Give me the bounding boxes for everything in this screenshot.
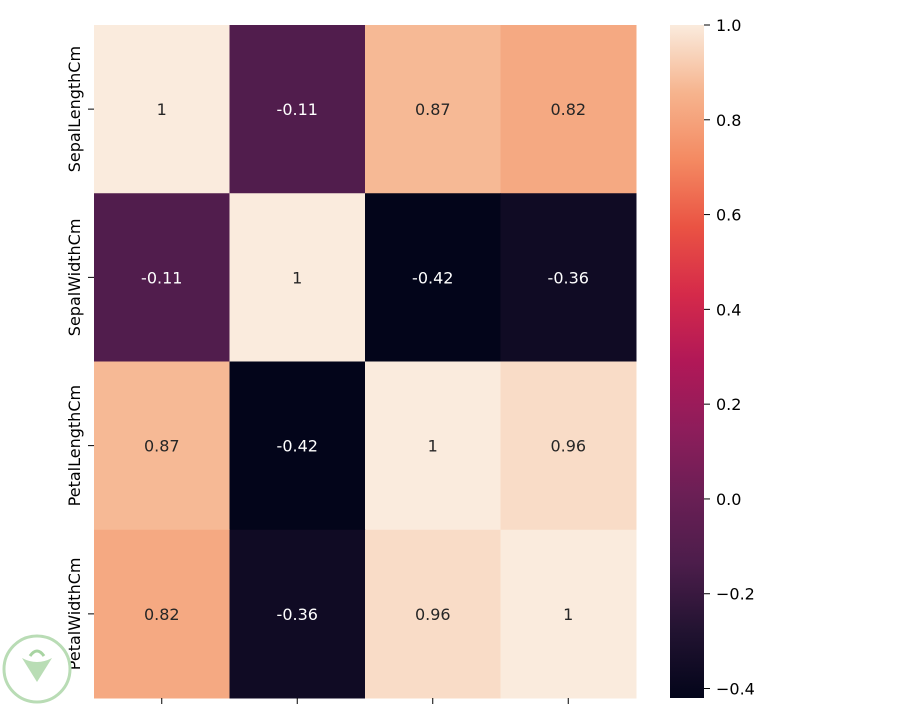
y-tick-label: SepalLengthCm bbox=[65, 46, 84, 172]
cell-value-label: 0.96 bbox=[415, 605, 451, 624]
heatmap-cell bbox=[500, 529, 637, 699]
cell-value-label: -0.42 bbox=[277, 437, 318, 456]
x-axis bbox=[161, 698, 569, 704]
y-tick-label: SepalWidthCm bbox=[65, 219, 84, 337]
logo-watermark bbox=[2, 634, 72, 704]
colorbar-tick-label: −0.2 bbox=[716, 585, 755, 604]
cell-value-label: 1 bbox=[157, 100, 167, 119]
heatmap-cell bbox=[94, 361, 230, 531]
y-axis: SepalLengthCm SepalWidthCm PetalLengthCm Pe… bbox=[65, 46, 94, 670]
cell-value-label: 0.87 bbox=[144, 437, 180, 456]
heatmap-cells bbox=[94, 25, 637, 699]
heatmap-cell bbox=[229, 529, 366, 699]
colorbar-gradient bbox=[670, 25, 704, 698]
colorbar-tick-label: 0.4 bbox=[716, 300, 741, 319]
heatmap-cell bbox=[500, 361, 637, 531]
heatmap-cell bbox=[365, 193, 501, 362]
cell-value-label: 1 bbox=[563, 605, 573, 624]
heatmap-cell bbox=[94, 25, 230, 194]
heatmap-cell bbox=[365, 25, 501, 194]
cell-value-label: 0.82 bbox=[550, 100, 586, 119]
heatmap-cell bbox=[229, 193, 366, 362]
heatmap-cell-labels: 1 -0.11 0.87 0.82 -0.11 1 -0.42 -0.36 0.87 -0.42 1… bbox=[141, 100, 589, 624]
cell-value-label: -0.42 bbox=[412, 268, 453, 287]
cell-value-label: 0.96 bbox=[550, 437, 586, 456]
y-tick-label: PetalLengthCm bbox=[65, 385, 84, 506]
cell-value-label: 1 bbox=[428, 437, 438, 456]
colorbar-tick-label: 0.8 bbox=[716, 111, 741, 130]
heatmap-cell bbox=[229, 25, 366, 194]
cell-value-label: -0.36 bbox=[548, 268, 589, 287]
cell-value-label: 0.87 bbox=[415, 100, 451, 119]
cell-value-label: 1 bbox=[292, 268, 302, 287]
heatmap-cell bbox=[94, 529, 230, 699]
cell-value-label: 0.82 bbox=[144, 605, 180, 624]
colorbar-tick-label: −0.4 bbox=[716, 680, 755, 699]
colorbar-tick-label: 0.2 bbox=[716, 395, 741, 414]
colorbar: 1.0 0.8 0.6 0.4 0.2 0.0 −0.2 −0.4 bbox=[670, 16, 755, 699]
heatmap-cell bbox=[365, 361, 501, 531]
cell-value-label: -0.11 bbox=[277, 100, 318, 119]
colorbar-tick-label: 0.0 bbox=[716, 490, 741, 509]
cell-value-label: -0.36 bbox=[277, 605, 318, 624]
cell-value-label: -0.11 bbox=[141, 268, 182, 287]
colorbar-tick-label: 0.6 bbox=[716, 206, 741, 225]
heatmap-cell bbox=[500, 25, 637, 194]
heatmap-cell bbox=[229, 361, 366, 531]
heatmap-cell bbox=[365, 529, 501, 699]
colorbar-tick-label: 1.0 bbox=[716, 16, 741, 35]
heatmap-cell bbox=[500, 193, 637, 362]
y-tick-label: PetalWidthCm bbox=[65, 558, 84, 671]
heatmap-cell bbox=[94, 193, 230, 362]
